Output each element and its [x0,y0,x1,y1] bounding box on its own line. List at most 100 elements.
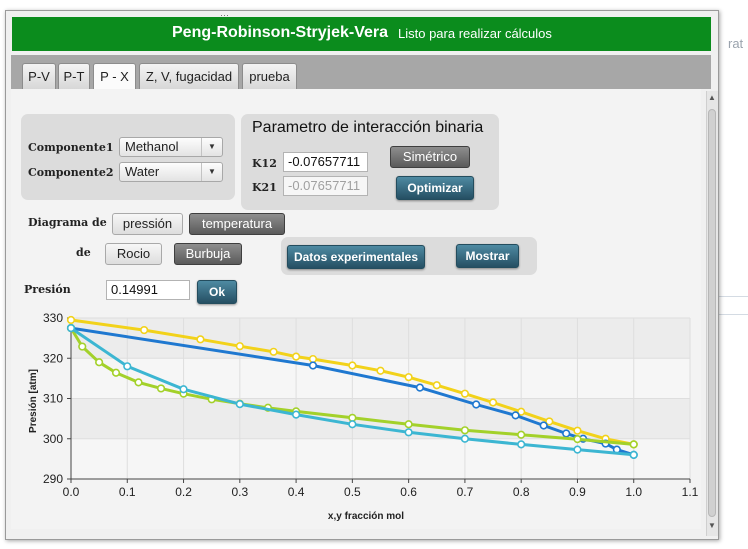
data-point [308,361,318,370]
data-point [517,407,526,416]
data-point [573,426,582,435]
tab-test[interactable]: prueba [242,63,297,89]
data-point [348,420,357,429]
data-point [123,362,132,371]
data-point [134,378,143,387]
data-point [404,420,413,429]
data-point [140,325,149,335]
data-point [517,440,526,449]
ok-button[interactable]: Ok [197,280,237,304]
x-tick-label: 0.3 [231,485,248,499]
of-label: de [76,246,91,259]
component2-value: Water [125,164,160,179]
status-text: Listo para realizar cálculos [398,26,552,41]
k12-input[interactable]: -0.07657711 [283,152,368,172]
components-panel: Componente1 Methanol ▼ Componente2 Water… [21,114,235,200]
scroll-up-icon[interactable]: ▲ [708,93,716,102]
data-point [235,400,244,409]
data-point [291,410,301,419]
data-point [415,383,424,392]
component1-label: Componente1 [28,141,114,154]
data-point [545,417,554,426]
data-point [432,381,441,390]
experimental-data-button[interactable]: Datos experimentales [287,245,425,269]
pressure-label: Presión [24,283,71,296]
plot-band [71,398,690,439]
data-point [196,335,205,344]
data-point [291,352,301,361]
data-point [66,323,76,333]
data-point [472,400,481,409]
data-point [95,358,104,367]
px-chart: 0.0 0.1 0.2 0.3 0.4 0.5 0.6 0.7 0.8 0.9 1.0 1.1 290 3… [28,311,699,522]
data-point [348,413,357,422]
chevron-down-icon: ▼ [201,138,222,156]
show-button[interactable]: Mostrar [456,244,519,268]
background-divider [718,296,748,297]
data-point [488,398,498,407]
temperature-option-button[interactable]: temperatura [189,213,285,235]
data-point [573,445,582,454]
component2-select[interactable]: Water ▼ [119,162,223,182]
data-point [308,354,318,364]
x-axis-label: x,y fracción mol [328,511,404,522]
component2-label: Componente2 [28,166,114,179]
data-point [78,342,87,351]
title-bar: Peng-Robinson-Stryjek-Vera Listo para re… [12,17,711,51]
y-tick-label: 320 [43,351,63,365]
bubble-option-button[interactable]: Burbuja [174,243,242,265]
binary-interaction-panel: Parametro de interacción binaria K12 -0.… [241,114,499,210]
tab-pv[interactable]: P-V [22,63,56,89]
k21-label: K21 [252,181,277,194]
plot-band [71,318,690,359]
pressure-option-button[interactable]: pressión [112,213,183,235]
binary-panel-title: Parametro de interacción binaria [252,119,484,136]
tab-bar: P-V P-T P - X Z, V, fugacidad prueba [11,55,711,89]
scroll-down-icon[interactable]: ▼ [708,521,716,530]
data-point [111,368,121,377]
data-point [269,347,278,356]
data-point [562,429,571,438]
x-tick-label: 1.0 [625,485,642,499]
background-divider [718,314,748,315]
data-point [629,440,638,449]
diagram-of-label: Diagrama de [28,216,107,229]
data-point [235,342,244,351]
data-point [179,385,188,394]
pressure-input[interactable]: 0.14991 [106,280,190,300]
x-tick-label: 0.7 [457,485,474,499]
chevron-down-icon: ▼ [201,163,222,181]
x-tick-label: 0.6 [400,485,417,499]
data-point [404,428,413,437]
component1-value: Methanol [125,139,179,154]
data-point [629,450,638,459]
x-tick-label: 0.8 [513,485,530,499]
window-title: Peng-Robinson-Stryjek-Vera [172,24,389,41]
symmetric-toggle[interactable]: Simétrico [390,146,470,168]
data-point [348,361,357,370]
optimize-button[interactable]: Optimizar [396,176,474,200]
y-axis-label: Presión [atm] [28,369,39,433]
series-line-0 [70,318,634,446]
tab-fugacity[interactable]: Z, V, fugacidad [139,63,239,89]
data-point [517,430,526,439]
window-grip: ··· [220,10,229,20]
y-tick-label: 310 [43,392,63,406]
k21-input[interactable]: -0.07657711 [283,176,368,196]
data-point [404,373,413,382]
y-tick-label: 300 [43,432,63,446]
data-point [573,435,582,444]
data-point [539,421,548,430]
dew-option-button[interactable]: Rocio [105,243,162,265]
tab-px[interactable]: P - X [93,63,136,89]
x-tick-label: 0.9 [569,485,586,499]
x-tick-label: 0.4 [288,485,305,499]
x-tick-label: 0.0 [63,485,80,499]
tab-pt[interactable]: P-T [58,63,90,89]
scrollbar-thumb[interactable] [708,109,716,517]
data-point [460,389,470,398]
y-tick-label: 330 [43,311,63,325]
data-point [376,366,385,375]
component1-select[interactable]: Methanol ▼ [119,137,223,157]
data-point [460,434,470,443]
